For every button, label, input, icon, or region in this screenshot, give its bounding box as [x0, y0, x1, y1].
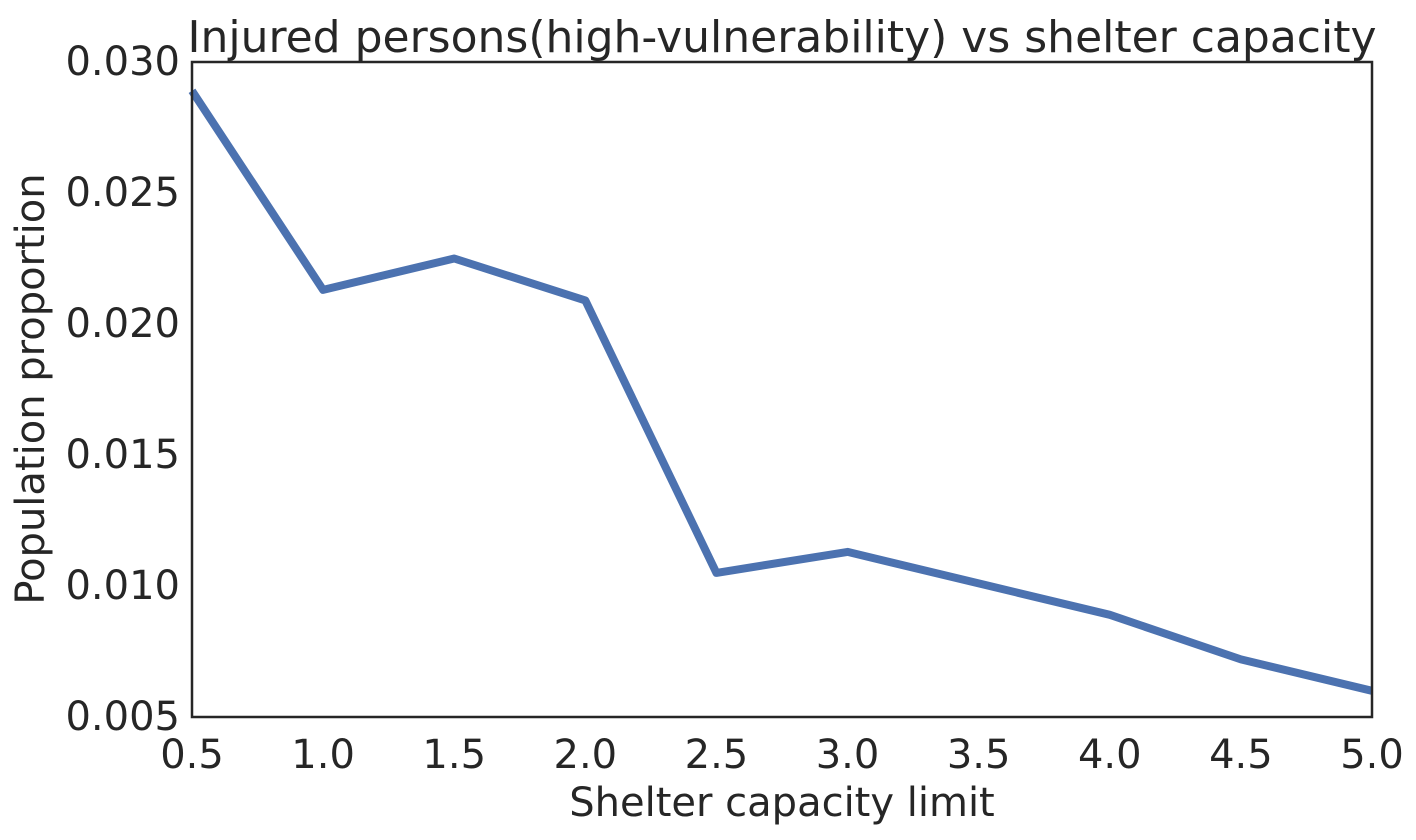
y-tick-label: 0.015: [65, 432, 180, 478]
y-tick-label: 0.020: [65, 301, 180, 347]
plot-frame: [190, 60, 1374, 719]
y-tick-label: 0.025: [65, 170, 180, 216]
y-axis-ticks: 0.005 0.010 0.015 0.020 0.025 0.030: [65, 39, 180, 740]
series-line: [188, 88, 1373, 695]
y-axis-label: Population proportion: [8, 173, 54, 604]
y-tick-label: 0.030: [65, 39, 180, 85]
series-group: [188, 88, 1373, 695]
chart-title: Injured persons(high-vulnerability) vs s…: [187, 12, 1376, 63]
x-tick-label: 3.5: [947, 732, 1011, 778]
x-tick-label: 3.0: [816, 732, 880, 778]
x-tick-label: 4.5: [1209, 732, 1273, 778]
x-tick-label: 5.0: [1340, 732, 1404, 778]
x-tick-label: 1.0: [291, 732, 355, 778]
x-tick-label: 0.5: [160, 732, 224, 778]
x-axis-label: Shelter capacity limit: [569, 780, 995, 826]
y-tick-label: 0.010: [65, 563, 180, 609]
x-tick-label: 2.0: [554, 732, 618, 778]
x-tick-label: 1.5: [422, 732, 486, 778]
x-tick-label: 2.5: [685, 732, 749, 778]
y-tick-label: 0.005: [65, 694, 180, 740]
x-tick-label: 4.0: [1078, 732, 1142, 778]
x-axis-ticks: 0.5 1.0 1.5 2.0 2.5 3.0 3.5 4.0 4.5 5.0: [160, 732, 1404, 778]
